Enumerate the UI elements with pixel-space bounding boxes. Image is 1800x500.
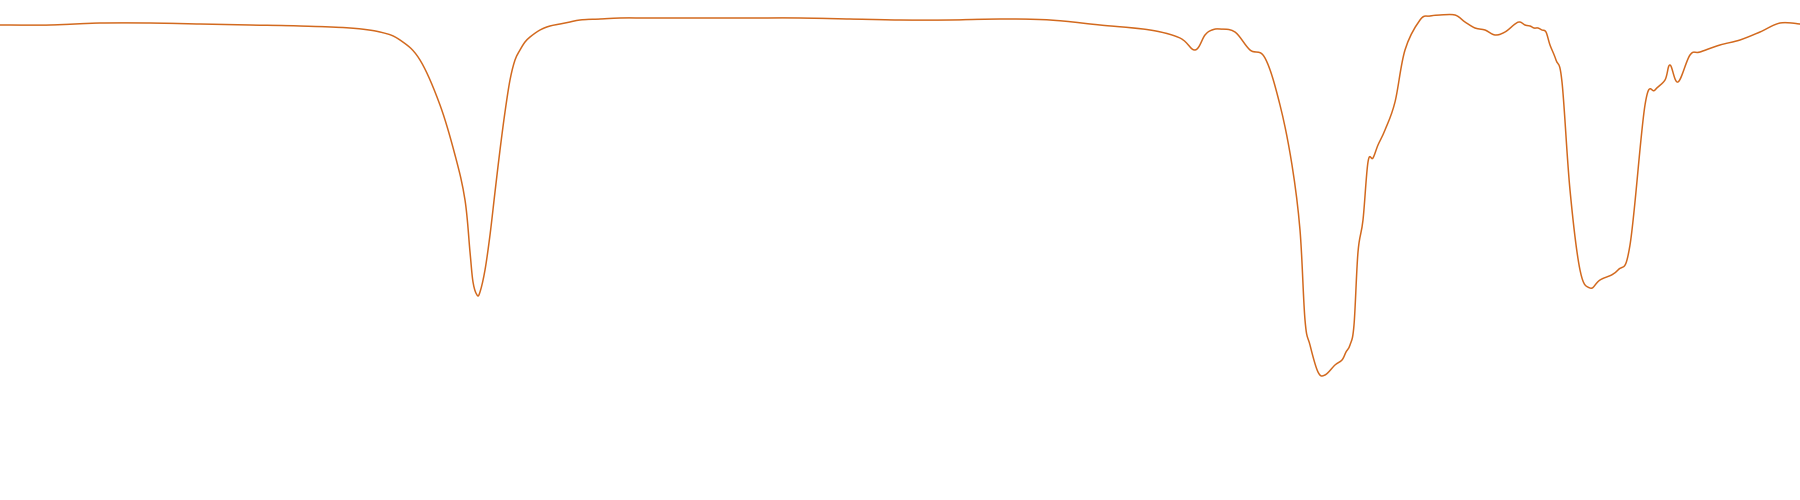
- series-line-0: [0, 13, 1800, 377]
